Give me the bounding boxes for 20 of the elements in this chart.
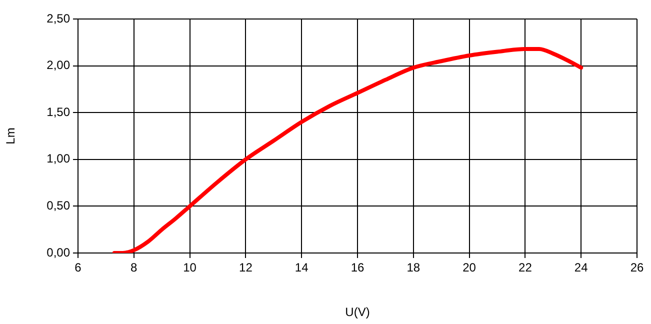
x-tick-label: 22 <box>518 260 532 275</box>
x-tick-label: 10 <box>183 260 197 275</box>
x-tick-label: 18 <box>406 260 420 275</box>
x-tick-label: 26 <box>630 260 644 275</box>
y-tick-label: 2,00 <box>46 58 70 72</box>
y-tick-label: 1,00 <box>46 152 70 166</box>
x-tick-label: 20 <box>462 260 476 275</box>
y-tick-label: 1,50 <box>46 104 70 119</box>
line-series <box>112 46 584 253</box>
x-tick-label: 14 <box>294 260 309 275</box>
x-tick-label: 8 <box>130 260 138 275</box>
y-tick-label: 0,00 <box>46 245 70 260</box>
x-tick-label: 6 <box>74 260 82 275</box>
x-tick-label: 24 <box>574 260 588 275</box>
x-tick-label: 16 <box>350 260 364 275</box>
y-axis-title: Lm <box>4 128 18 144</box>
y-tick-label: 0,50 <box>46 198 70 213</box>
x-tick-label: 12 <box>239 260 253 275</box>
y-tick-label: 2,50 <box>46 11 70 26</box>
x-axis-title: U(V) <box>345 305 370 320</box>
